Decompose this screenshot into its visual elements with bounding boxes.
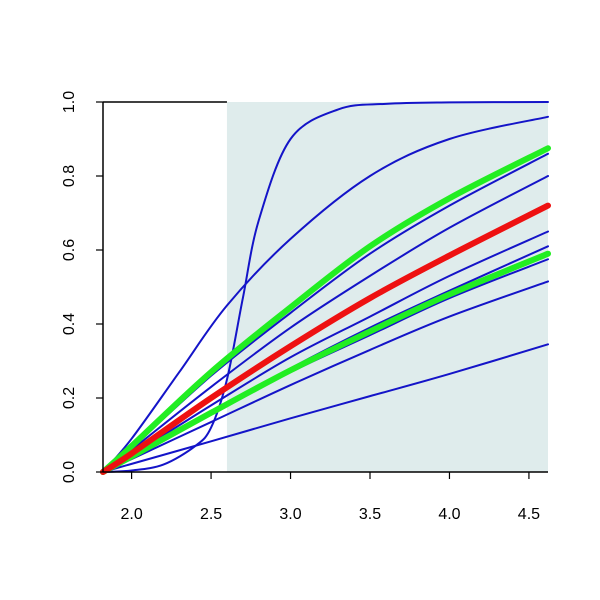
x-tick-label: 4.0: [438, 506, 460, 523]
y-tick-label: 0.2: [61, 387, 78, 409]
y-tick-label: 0.8: [61, 165, 78, 187]
y-tick-label: 0.0: [61, 461, 78, 483]
series-line-red-12: [100, 202, 551, 475]
x-tick-label: 2.0: [120, 506, 142, 523]
y-tick-label: 1.0: [61, 91, 78, 113]
x-tick-label: 4.5: [518, 506, 540, 523]
series-line-green-10: [100, 145, 551, 475]
series-line-green-11: [100, 250, 551, 475]
y-tick-label: 0.6: [61, 239, 78, 261]
series-line-blue-3: [102, 175, 549, 473]
x-tick-label: 3.5: [359, 506, 381, 523]
x-tick-label: 2.5: [200, 506, 222, 523]
x-tick-label: 3.0: [279, 506, 301, 523]
series-line-blue-0: [102, 101, 549, 473]
series-line-blue-9: [102, 343, 549, 473]
y-tick-label: 0.4: [61, 313, 78, 335]
series-line-blue-1: [102, 115, 549, 473]
